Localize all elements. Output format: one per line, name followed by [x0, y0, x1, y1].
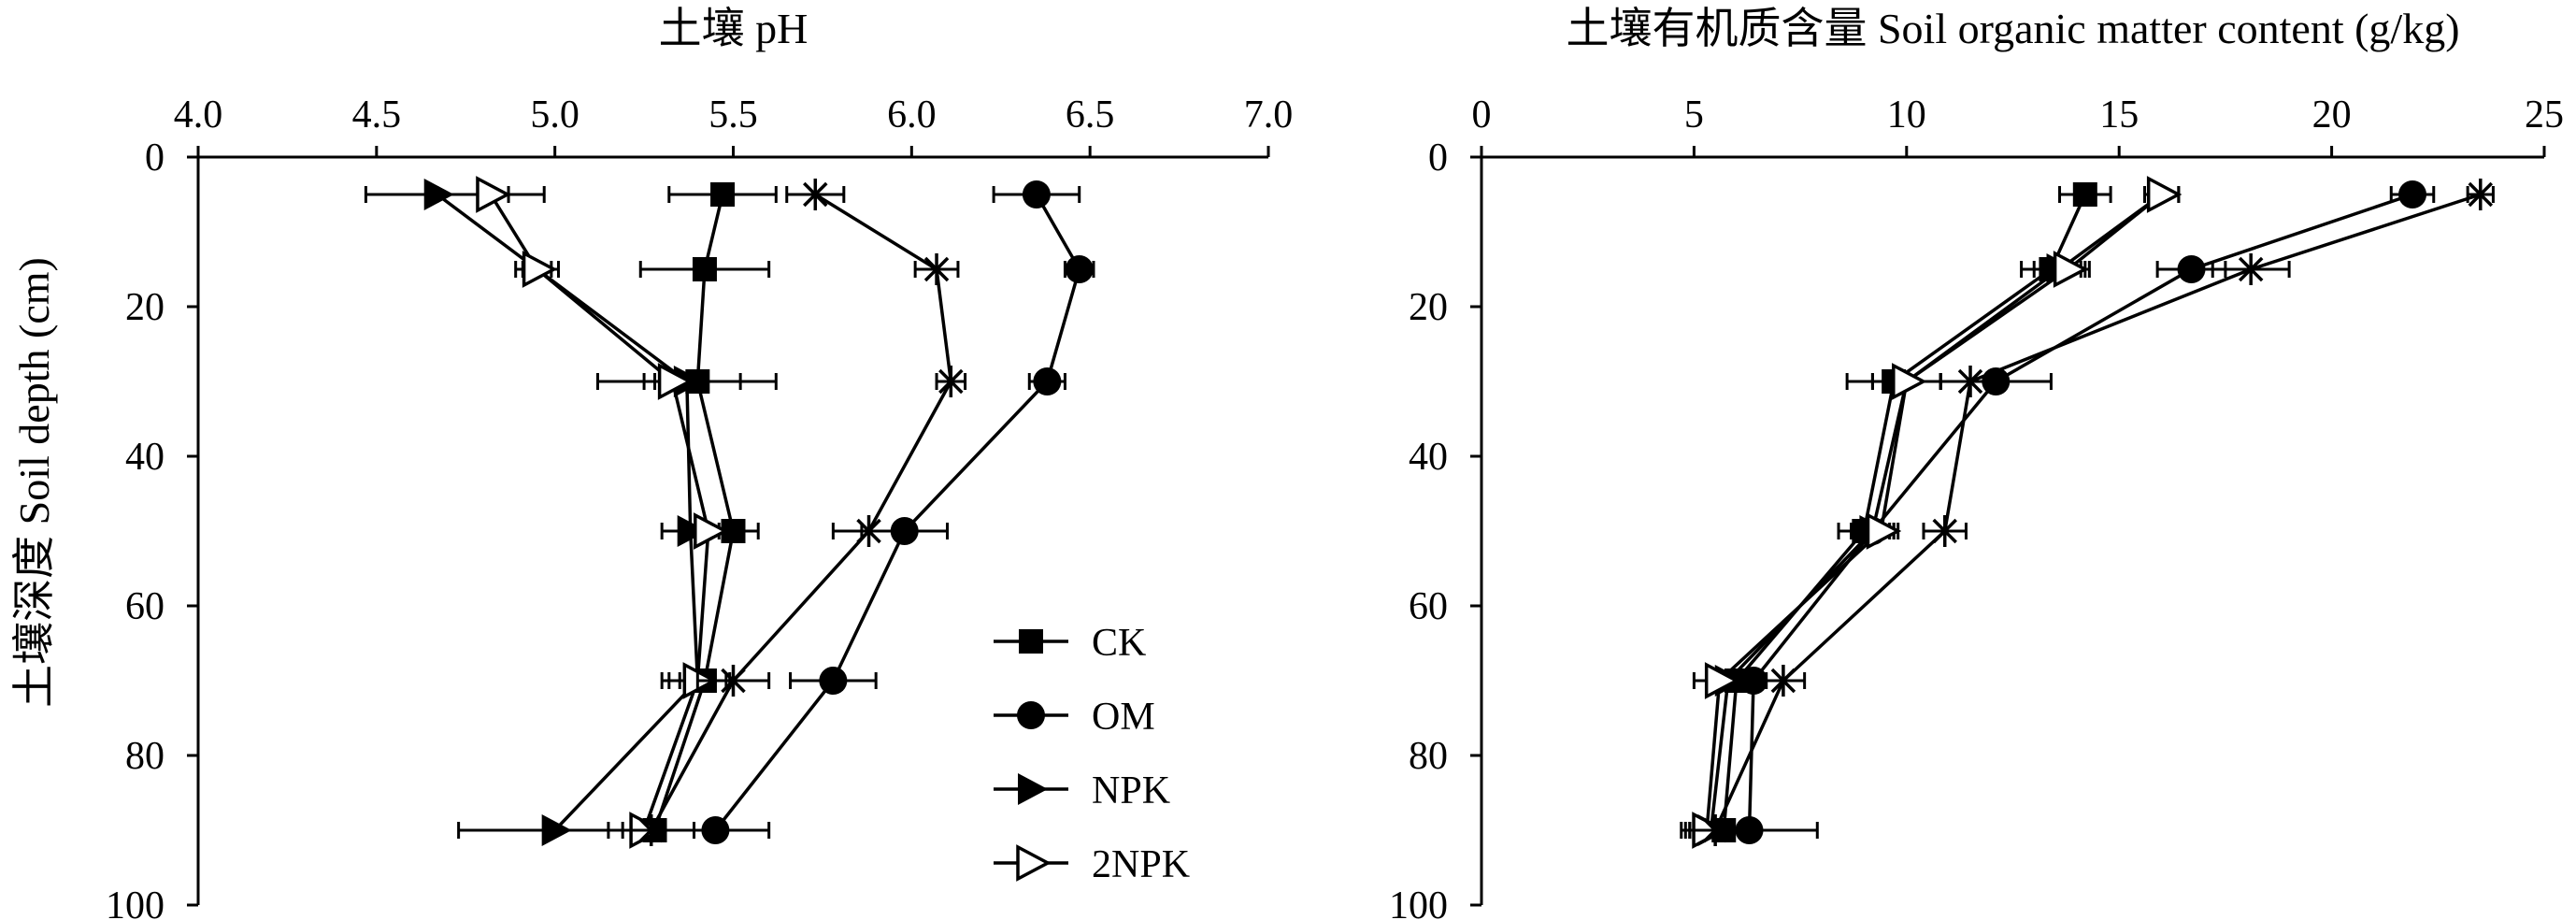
- y-axis-title: 土壤深度 Soil depth (cm): [10, 257, 58, 708]
- series-npkm: [1688, 179, 2495, 846]
- y-tick-label: 100: [106, 884, 165, 920]
- legend-label: 2NPK: [1092, 843, 1190, 886]
- data-point: [2398, 180, 2427, 208]
- x-tick-label: 4.5: [352, 93, 402, 137]
- series-2npk: [1683, 176, 2182, 849]
- x-tick-label: 10: [1887, 93, 1926, 137]
- legend-marker: [1019, 629, 1043, 654]
- x-tick-label: 15: [2099, 93, 2139, 137]
- data-point: [1866, 512, 1902, 550]
- y-tick-label: 60: [125, 585, 165, 628]
- x-axis-title: 土壤 pH: [659, 5, 809, 52]
- data-point: [1932, 515, 1957, 547]
- data-point: [1022, 180, 1051, 208]
- data-point: [1033, 367, 1062, 395]
- x-tick-label: 6.0: [887, 93, 937, 137]
- x-tick-label: 25: [2525, 93, 2564, 137]
- x-tick-label: 7.0: [1244, 93, 1294, 137]
- data-point: [1770, 665, 1796, 697]
- y-tick-label: 100: [1389, 884, 1448, 920]
- y-tick-label: 60: [1409, 585, 1448, 628]
- series-2npk: [436, 176, 732, 849]
- legend-item-npk: NPK: [994, 769, 1170, 812]
- series-line: [650, 193, 953, 831]
- data-point: [1704, 662, 1740, 699]
- data-point: [692, 257, 717, 281]
- data-point: [2053, 251, 2089, 288]
- data-point: [1735, 816, 1764, 844]
- data-point: [819, 667, 848, 695]
- legend-marker: [1018, 773, 1048, 805]
- data-point: [1065, 255, 1094, 283]
- data-point: [2146, 176, 2182, 213]
- data-point: [1957, 366, 1983, 397]
- data-point: [2072, 182, 2097, 207]
- legend-item-2npk: 2NPK: [994, 843, 1190, 886]
- data-point: [2177, 255, 2206, 283]
- legend-item-om: OM: [994, 696, 1155, 739]
- x-tick-label: 5: [1684, 93, 1704, 137]
- y-tick-label: 80: [1409, 735, 1448, 778]
- legend-marker: [1016, 844, 1052, 882]
- data-point: [856, 515, 881, 547]
- series-line: [714, 194, 1081, 832]
- data-point: [803, 179, 828, 210]
- x-tick-label: 5.5: [708, 93, 758, 137]
- data-point: [638, 814, 664, 846]
- data-point: [1702, 814, 1728, 846]
- series-npk: [1688, 179, 2181, 846]
- y-tick-label: 40: [125, 436, 165, 479]
- series-line: [436, 193, 700, 832]
- series-ck: [638, 182, 778, 842]
- data-point: [657, 363, 694, 400]
- legend-label: CK: [1092, 622, 1146, 665]
- data-point: [1739, 667, 1768, 695]
- data-point: [938, 366, 964, 397]
- y-tick-label: 0: [145, 137, 165, 180]
- series-npkm: [607, 179, 967, 846]
- legend-marker: [1017, 701, 1045, 729]
- series-line: [652, 194, 736, 831]
- data-point: [694, 512, 729, 550]
- data-point: [541, 814, 572, 846]
- data-point: [1892, 363, 1927, 400]
- legend-label: OM: [1092, 696, 1155, 739]
- organic-matter-chart: 土壤有机质含量 Soil organic matter content (g/k…: [1389, 5, 2564, 920]
- y-tick-label: 0: [1428, 137, 1448, 180]
- x-tick-label: 0: [1472, 93, 1492, 137]
- series-line: [1709, 193, 2163, 831]
- legend-item-ck: CK: [994, 622, 1146, 665]
- x-tick-label: 20: [2312, 93, 2352, 137]
- data-point: [721, 665, 746, 697]
- y-tick-label: 40: [1409, 436, 1448, 479]
- x-tick-label: 6.5: [1066, 93, 1115, 137]
- x-tick-label: 5.0: [530, 93, 580, 137]
- data-point: [522, 251, 558, 288]
- series-line: [1705, 193, 2163, 831]
- data-point: [923, 253, 950, 285]
- ph-chart: 土壤 pH 4.0 4.5 5.0 5.5 6.0 6.5 7.0 0 20 40 60 80 100 CK…: [106, 5, 1293, 920]
- legend: CK OM NPK 2NPK NPKM: [994, 622, 1205, 920]
- legend-label: NPK: [1092, 769, 1170, 812]
- data-point: [2238, 253, 2264, 285]
- data-point: [710, 182, 736, 207]
- legend-label: NPKM: [1092, 917, 1205, 920]
- series-line: [1747, 193, 2413, 831]
- legend-item-npkm: NPKM: [1092, 917, 1205, 920]
- data-point: [476, 176, 511, 213]
- data-point: [2468, 179, 2494, 210]
- data-point: [701, 816, 730, 844]
- x-tick-label: 4.0: [174, 93, 223, 137]
- series-line: [1713, 193, 2482, 831]
- series-line: [489, 194, 710, 831]
- y-tick-label: 20: [125, 286, 165, 329]
- y-tick-label: 80: [125, 735, 165, 778]
- y-tick-label: 20: [1409, 286, 1448, 329]
- x-axis-title: 土壤有机质含量 Soil organic matter content (g/k…: [1566, 5, 2459, 52]
